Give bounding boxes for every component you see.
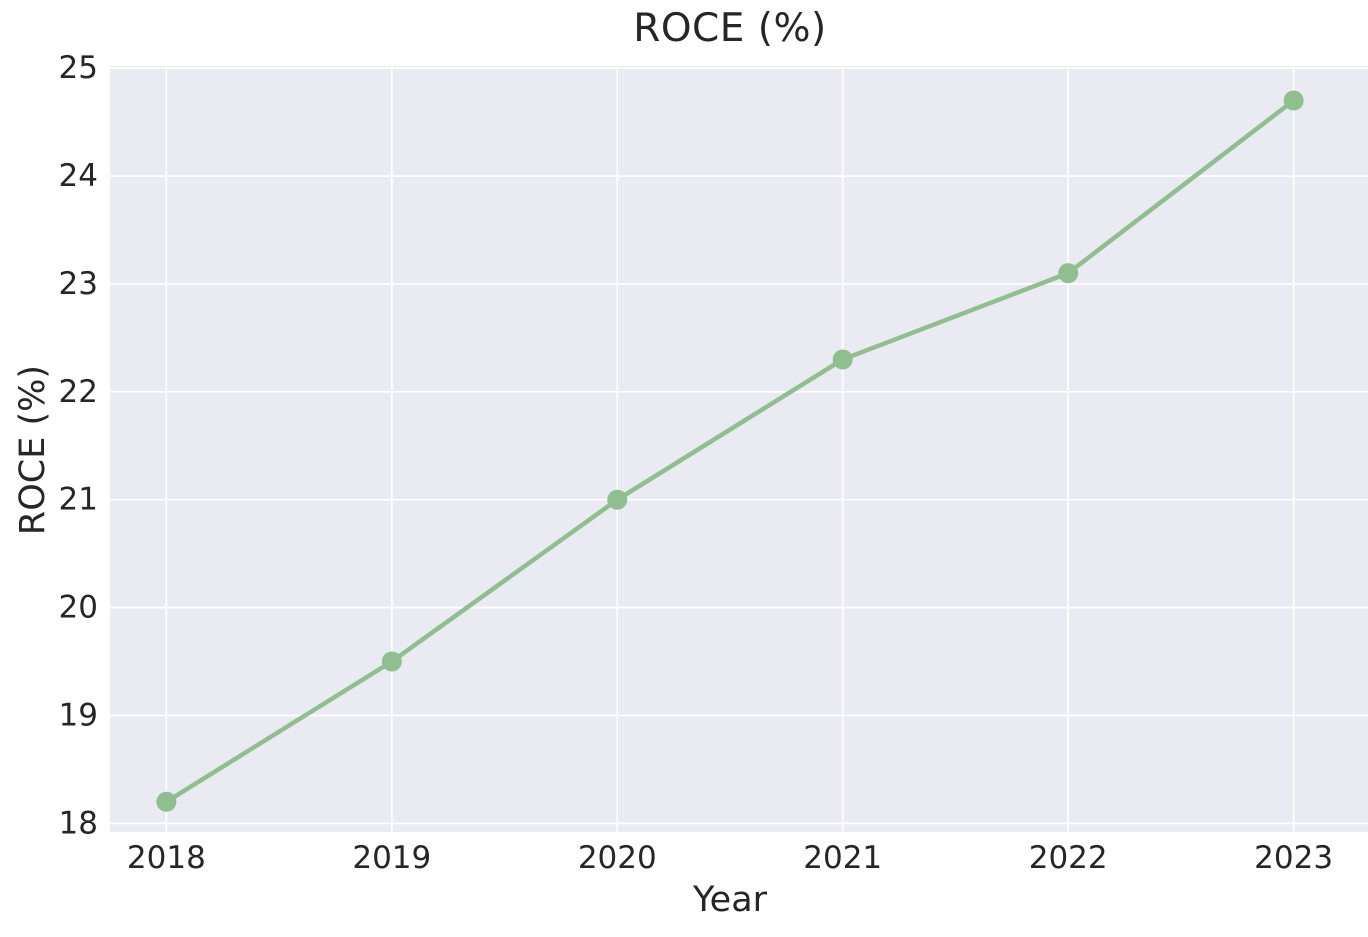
x-tick-label: 2020 <box>578 840 657 876</box>
y-tick-label: 25 <box>59 50 98 86</box>
y-tick-label: 24 <box>59 158 98 194</box>
data-point-marker <box>381 651 402 672</box>
y-tick-label: 20 <box>59 590 98 626</box>
data-point-marker <box>156 791 177 812</box>
y-tick-label: 21 <box>59 482 98 518</box>
y-tick-label: 19 <box>59 697 98 733</box>
roce-series-line <box>164 98 1296 805</box>
data-point-marker <box>607 489 628 510</box>
x-tick-label: 2021 <box>803 840 882 876</box>
y-tick-label: 18 <box>59 805 98 841</box>
x-tick-label: 2018 <box>127 840 206 876</box>
x-tick-label: 2023 <box>1254 840 1333 876</box>
data-point-marker <box>1058 263 1079 284</box>
y-tick-label: 23 <box>59 266 98 302</box>
y-tick-label: 22 <box>59 374 98 410</box>
data-point-marker <box>832 349 853 370</box>
data-point-marker <box>1283 90 1304 111</box>
chart-title: ROCE (%) <box>633 6 827 51</box>
x-axis-label: Year <box>692 880 768 920</box>
x-tick-label: 2022 <box>1029 840 1108 876</box>
x-tick-label: 2019 <box>352 840 431 876</box>
